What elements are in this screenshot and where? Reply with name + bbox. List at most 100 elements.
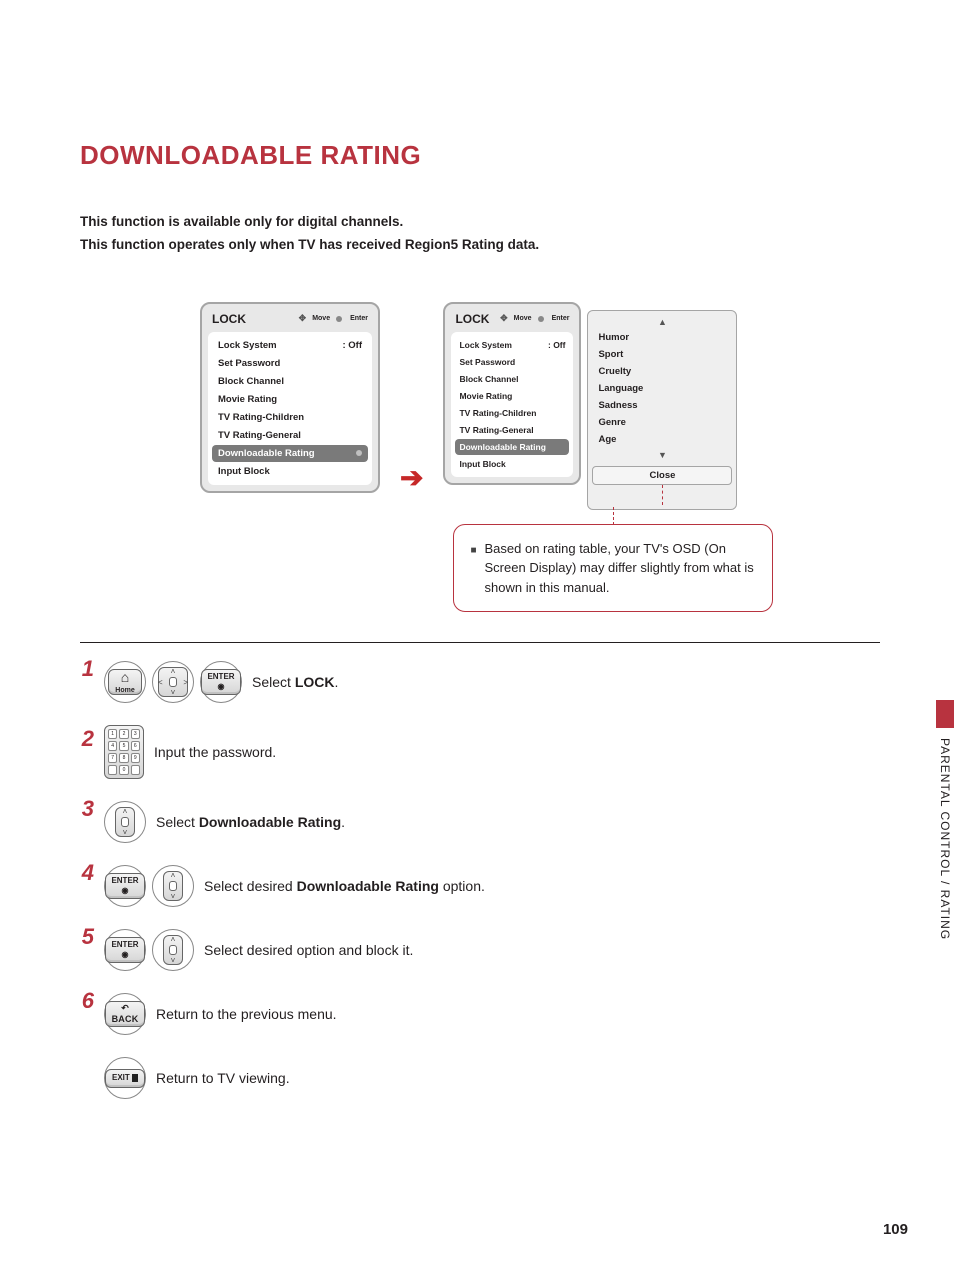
remote-button-ring: ENTER ◉ bbox=[200, 661, 242, 703]
step-number: 3 bbox=[80, 796, 94, 822]
note-box: ■ Based on rating table, your TV's OSD (… bbox=[453, 524, 773, 613]
menu-item: Set Password bbox=[212, 355, 368, 372]
step-2: 2 1234567890 Input the password. bbox=[80, 725, 880, 779]
chevron-up-icon: ˄ bbox=[171, 935, 176, 944]
exit-label: EXIT bbox=[112, 1074, 130, 1083]
remote-button-ring: ˄ ˅ ˂ ˃ bbox=[152, 661, 194, 703]
exit-square-icon bbox=[132, 1074, 138, 1082]
steps-list: 1 ⌂ Home ˄ ˅ ˂ ˃ bbox=[80, 661, 880, 1099]
enter-button: ENTER ◉ bbox=[201, 669, 241, 695]
menu-items-right: Lock System: OffSet PasswordBlock Channe… bbox=[451, 332, 573, 477]
menu-header: LOCK ✥ Move Enter bbox=[451, 310, 573, 332]
t: LOCK bbox=[295, 674, 335, 690]
lock-menu-panel-left: LOCK ✥ Move Enter Lock System: OffSet Pa… bbox=[200, 302, 380, 493]
intro-text: This function is available only for digi… bbox=[80, 211, 880, 257]
menu-header-title: LOCK bbox=[212, 312, 246, 326]
step-number: 6 bbox=[80, 988, 94, 1014]
step-text: Return to the previous menu. bbox=[156, 1006, 337, 1022]
menu-items-left: Lock System: OffSet PasswordBlock Channe… bbox=[208, 332, 372, 485]
dpad-center bbox=[169, 881, 177, 891]
move-label: Move bbox=[514, 315, 532, 322]
back-arrow-icon: ↶ bbox=[121, 1004, 129, 1014]
menu-item: Block Channel bbox=[455, 371, 569, 387]
enter-label: ENTER bbox=[111, 877, 138, 886]
exit-button: EXIT bbox=[105, 1069, 145, 1088]
home-label: Home bbox=[115, 687, 134, 695]
right-stack: LOCK ✥ Move Enter Lock System: OffSet Pa… bbox=[443, 302, 773, 613]
move-icon: ✥ bbox=[500, 313, 508, 324]
step-1: 1 ⌂ Home ˄ ˅ ˂ ˃ bbox=[80, 661, 880, 703]
submenu-item: Sadness bbox=[590, 397, 734, 414]
submenu-item: Language bbox=[590, 380, 734, 397]
submenu-panel: ▲ HumorSportCrueltyLanguageSadnessGenreA… bbox=[587, 310, 737, 510]
chevron-up-icon: ˄ bbox=[123, 807, 128, 816]
step-5: 5 ENTER ◉ ˄ ˅ Select desired option and bbox=[80, 929, 880, 971]
chevron-right-icon: ˃ bbox=[183, 678, 188, 687]
updown-button: ˄ ˅ bbox=[163, 935, 183, 965]
divider bbox=[80, 642, 880, 643]
page-content: DOWNLOADABLE RATING This function is ava… bbox=[80, 140, 880, 1121]
panel-row: LOCK ✥ Move Enter Lock System: OffSet Pa… bbox=[443, 302, 773, 510]
t: Select desired bbox=[204, 878, 297, 894]
t: . bbox=[334, 674, 338, 690]
side-tab-marker bbox=[936, 700, 954, 728]
chevron-down-icon: ˅ bbox=[123, 828, 128, 837]
enter-dot-icon bbox=[538, 316, 544, 322]
back-label: BACK bbox=[112, 1015, 139, 1025]
menu-item: TV Rating-Children bbox=[212, 409, 368, 426]
menu-item: Downloadable Rating bbox=[455, 439, 569, 455]
enter-dot-icon: ◉ bbox=[122, 887, 129, 896]
dpad-center bbox=[169, 677, 177, 687]
t: Select bbox=[156, 814, 199, 830]
step-3: 3 ˄ ˅ Select Downloadable Rating. bbox=[80, 801, 880, 843]
submenu-close-button: Close bbox=[592, 466, 732, 485]
side-tab: PARENTAL CONTROL / RATING bbox=[936, 700, 954, 1020]
chevron-down-icon: ˅ bbox=[171, 956, 176, 965]
remote-button-ring: ↶ BACK bbox=[104, 993, 146, 1035]
menu-item: Downloadable Rating bbox=[212, 445, 368, 462]
enter-dot-icon: ◉ bbox=[218, 683, 225, 692]
step-text: Select LOCK. bbox=[252, 674, 338, 690]
updown-button: ˄ ˅ bbox=[163, 871, 183, 901]
enter-label: ENTER bbox=[207, 673, 234, 682]
menu-item: Movie Rating bbox=[212, 391, 368, 408]
menu-item: Lock System: Off bbox=[455, 337, 569, 353]
step-text: Select desired Downloadable Rating optio… bbox=[204, 878, 485, 894]
bullet-icon: ■ bbox=[470, 543, 476, 598]
side-tab-label: PARENTAL CONTROL / RATING bbox=[938, 738, 952, 940]
menu-header-hints: ✥ Move Enter bbox=[500, 313, 569, 324]
updown-button: ˄ ˅ bbox=[115, 807, 135, 837]
chevron-down-icon: ˅ bbox=[171, 892, 176, 901]
enter-dot-icon: ◉ bbox=[122, 951, 129, 960]
submenu-item: Humor bbox=[590, 329, 734, 346]
intro-line-2: This function operates only when TV has … bbox=[80, 234, 880, 257]
menu-header: LOCK ✥ Move Enter bbox=[208, 310, 372, 332]
page-number: 109 bbox=[883, 1221, 908, 1238]
t: Downloadable Rating bbox=[297, 878, 439, 894]
menu-header-title: LOCK bbox=[455, 312, 489, 326]
menu-item: Lock System: Off bbox=[212, 337, 368, 354]
remote-button-ring: EXIT bbox=[104, 1057, 146, 1099]
chevron-left-icon: ˂ bbox=[158, 678, 163, 687]
remote-button-ring: ˄ ˅ bbox=[152, 865, 194, 907]
step-text: Select desired option and block it. bbox=[204, 942, 413, 958]
remote-button-ring: ˄ ˅ bbox=[104, 801, 146, 843]
enter-dot-icon bbox=[336, 316, 342, 322]
enter-label: Enter bbox=[350, 315, 368, 322]
remote-button-ring: ENTER ◉ bbox=[104, 929, 146, 971]
step-number: 5 bbox=[80, 924, 94, 950]
pointer-line bbox=[662, 485, 663, 505]
page-title: DOWNLOADABLE RATING bbox=[80, 140, 880, 171]
submenu-item: Age bbox=[590, 431, 734, 448]
step-exit: EXIT Return to TV viewing. bbox=[80, 1057, 880, 1099]
menu-item: Set Password bbox=[455, 354, 569, 370]
t: Select bbox=[252, 674, 295, 690]
dpad-center bbox=[121, 817, 129, 827]
step-6: 6 ↶ BACK Return to the previous menu. bbox=[80, 993, 880, 1035]
step-text: Select Downloadable Rating. bbox=[156, 814, 345, 830]
move-label: Move bbox=[312, 315, 330, 322]
intro-line-1: This function is available only for digi… bbox=[80, 211, 880, 234]
chevron-up-icon: ˄ bbox=[171, 871, 176, 880]
note-text: Based on rating table, your TV's OSD (On… bbox=[485, 539, 757, 598]
submenu-item: Sport bbox=[590, 346, 734, 363]
